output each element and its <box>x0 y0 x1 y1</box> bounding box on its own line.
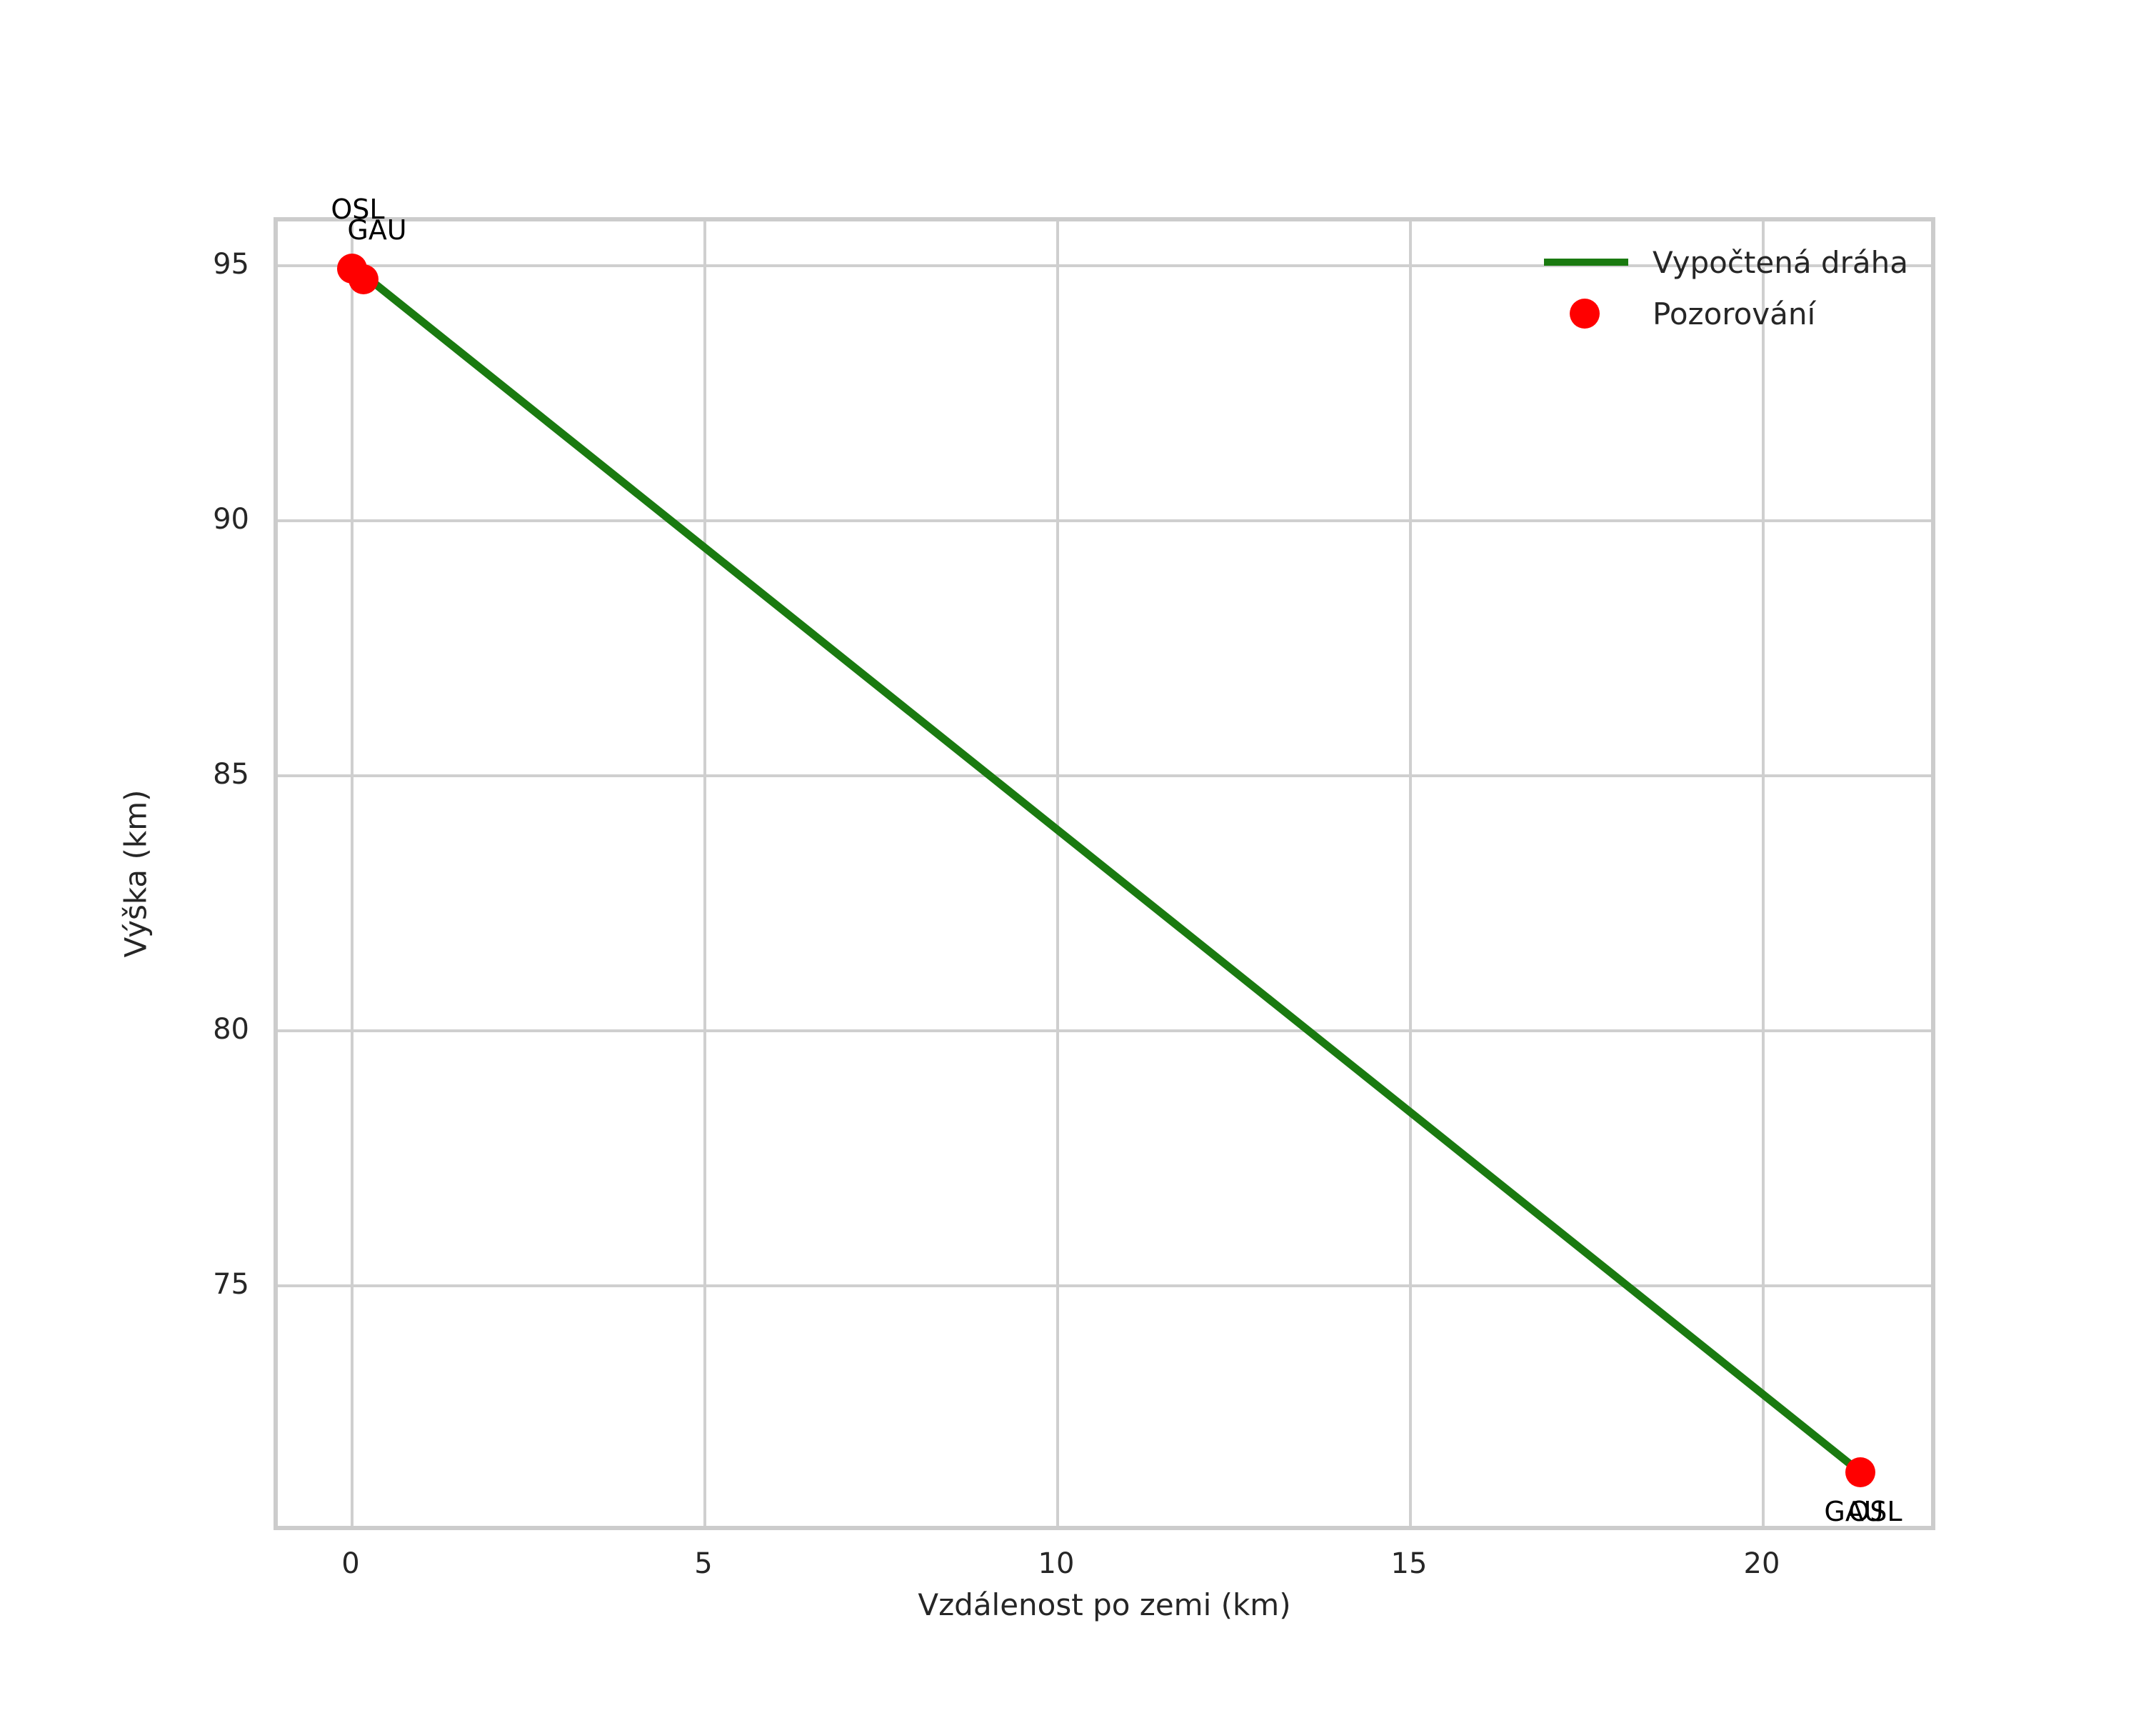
gridline-vertical <box>1762 217 1765 1530</box>
point-label-gau-start: GAU <box>347 214 407 246</box>
plot-axes: OSL GAU GAU OSL Vypočtená dráha Pozorová… <box>213 194 1935 1580</box>
y-tick-label: 75 <box>213 1268 249 1301</box>
gridline-horizontal <box>274 1284 1935 1287</box>
legend-entry-trajectory: Vypočtená dráha <box>1531 236 1908 288</box>
gridline-vertical <box>351 217 354 1530</box>
observation-marker <box>1845 1457 1875 1487</box>
point-label-gau-end: GAU <box>1824 1496 1884 1527</box>
gridline-vertical <box>1409 217 1412 1530</box>
chart-legend: Vypočtená dráha Pozorování <box>1531 236 1910 344</box>
trajectory-line-series <box>346 260 1865 1477</box>
point-label-osl-start: OSL <box>331 194 385 225</box>
x-tick-label: 10 <box>1038 1547 1075 1580</box>
axis-spine-top <box>274 217 1935 221</box>
y-tick-label: 80 <box>213 1013 249 1046</box>
x-tick-label: 0 <box>341 1547 360 1580</box>
gridline-horizontal <box>274 774 1935 777</box>
x-tick-label: 15 <box>1390 1547 1428 1580</box>
axis-spine-left <box>274 217 278 1530</box>
y-tick-label: 85 <box>213 758 249 791</box>
legend-label-observation: Pozorování <box>1653 296 1816 331</box>
gridline-horizontal <box>274 519 1935 522</box>
legend-marker-swatch <box>1531 288 1638 339</box>
gridline-horizontal <box>274 264 1935 267</box>
y-axis-title: Výška (km) <box>118 789 154 958</box>
data-layer: OSL GAU GAU OSL <box>274 194 1935 1530</box>
axis-spine-bottom <box>274 1526 1935 1530</box>
gridline-vertical <box>1056 217 1059 1530</box>
legend-entry-observation: Pozorování <box>1531 288 1815 339</box>
observation-marker <box>349 264 378 294</box>
gridline-vertical <box>703 217 706 1530</box>
gridline-horizontal <box>274 1029 1935 1032</box>
x-tick-label: 5 <box>694 1547 713 1580</box>
y-tick-label: 95 <box>213 248 249 281</box>
y-tick-label: 90 <box>213 503 249 536</box>
axis-spine-right <box>1931 217 1935 1530</box>
point-label-osl-end: OSL <box>1848 1496 1902 1527</box>
legend-line-swatch <box>1531 236 1638 288</box>
x-tick-label: 20 <box>1743 1547 1780 1580</box>
computed-trajectory-line <box>346 260 1865 1477</box>
x-axis-title: Vzdálenost po zemi (km) <box>918 1587 1291 1622</box>
legend-label-trajectory: Vypočtená dráha <box>1653 244 1908 280</box>
